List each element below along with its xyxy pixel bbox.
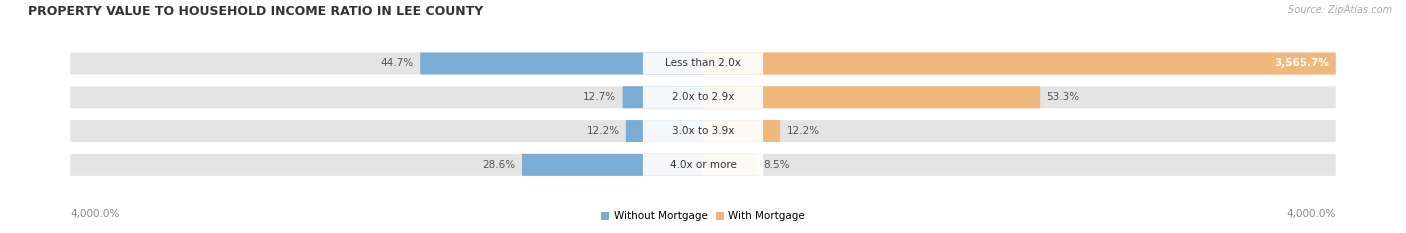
Text: 28.6%: 28.6% xyxy=(482,160,516,170)
Text: 3.0x to 3.9x: 3.0x to 3.9x xyxy=(672,126,734,136)
Text: 12.7%: 12.7% xyxy=(583,92,616,102)
Legend: Without Mortgage, With Mortgage: Without Mortgage, With Mortgage xyxy=(598,207,808,226)
FancyBboxPatch shape xyxy=(643,154,763,176)
FancyBboxPatch shape xyxy=(703,154,756,176)
FancyBboxPatch shape xyxy=(703,86,1040,108)
FancyBboxPatch shape xyxy=(70,86,1336,108)
Text: PROPERTY VALUE TO HOUSEHOLD INCOME RATIO IN LEE COUNTY: PROPERTY VALUE TO HOUSEHOLD INCOME RATIO… xyxy=(28,5,484,18)
Text: 4,000.0%: 4,000.0% xyxy=(1286,209,1336,219)
FancyBboxPatch shape xyxy=(703,52,1336,75)
FancyBboxPatch shape xyxy=(70,154,1336,176)
Text: 2.0x to 2.9x: 2.0x to 2.9x xyxy=(672,92,734,102)
Text: 3,565.7%: 3,565.7% xyxy=(1274,58,1330,69)
Text: 12.2%: 12.2% xyxy=(786,126,820,136)
Text: 4.0x or more: 4.0x or more xyxy=(669,160,737,170)
FancyBboxPatch shape xyxy=(643,86,763,108)
FancyBboxPatch shape xyxy=(70,120,1336,142)
Text: Source: ZipAtlas.com: Source: ZipAtlas.com xyxy=(1288,5,1392,15)
Text: 53.3%: 53.3% xyxy=(1046,92,1080,102)
Text: 12.2%: 12.2% xyxy=(586,126,620,136)
FancyBboxPatch shape xyxy=(643,120,763,142)
FancyBboxPatch shape xyxy=(420,52,703,75)
Text: 44.7%: 44.7% xyxy=(381,58,413,69)
FancyBboxPatch shape xyxy=(623,86,703,108)
FancyBboxPatch shape xyxy=(70,52,1336,75)
FancyBboxPatch shape xyxy=(703,120,780,142)
FancyBboxPatch shape xyxy=(643,52,763,75)
Text: 8.5%: 8.5% xyxy=(763,160,790,170)
FancyBboxPatch shape xyxy=(522,154,703,176)
Text: Less than 2.0x: Less than 2.0x xyxy=(665,58,741,69)
Text: 4,000.0%: 4,000.0% xyxy=(70,209,120,219)
FancyBboxPatch shape xyxy=(626,120,703,142)
